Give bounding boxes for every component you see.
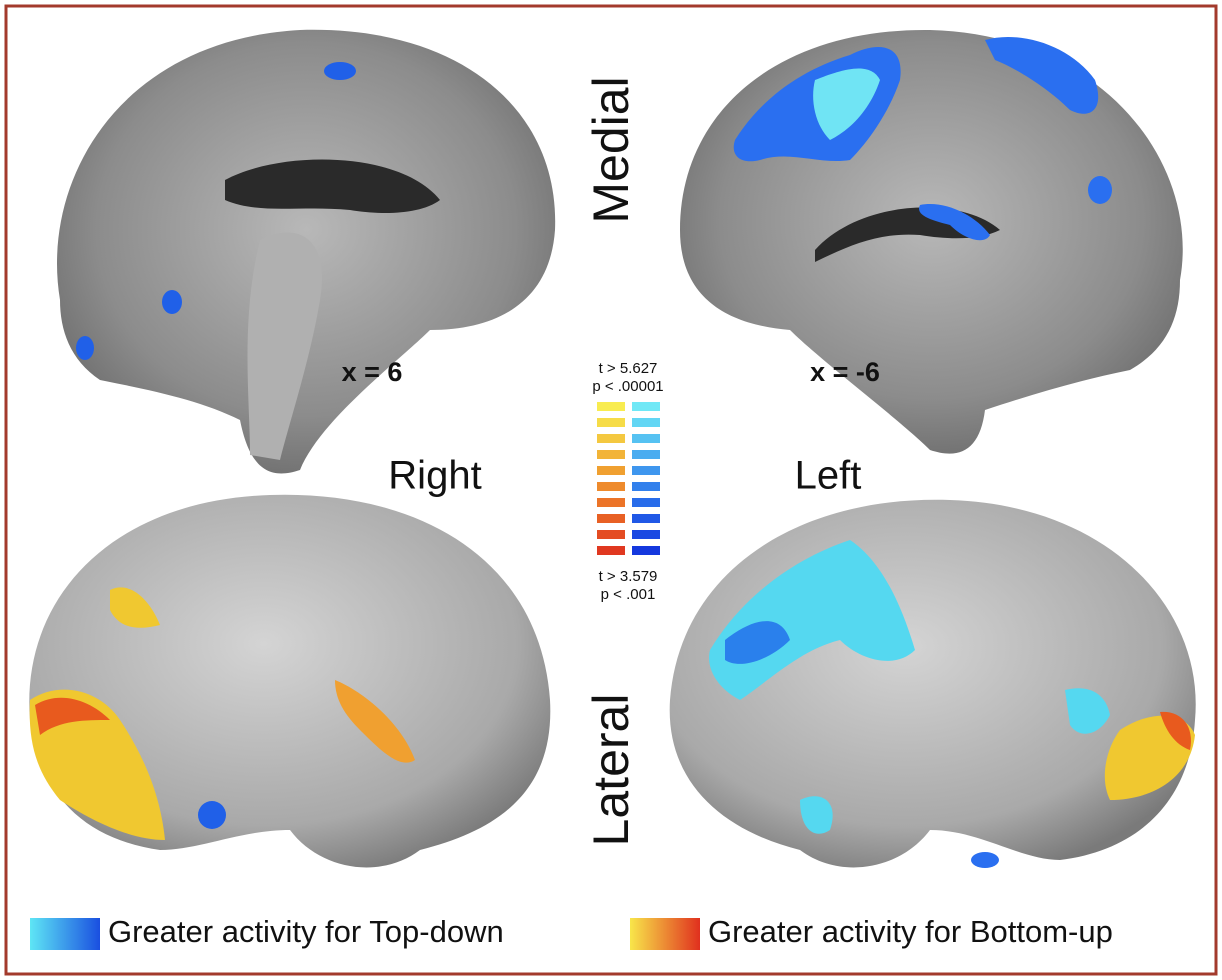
lateral-right-brain (29, 494, 551, 868)
legend-swatch (30, 918, 100, 950)
medial-label: Medial (583, 76, 639, 223)
right-label: Right (388, 454, 481, 498)
medial-right-brain (57, 29, 556, 474)
colorbar-max-p: p < .00001 (592, 378, 663, 395)
legend-label: Greater activity for Top-down (108, 914, 504, 949)
colorbar (597, 402, 660, 555)
medial-left-brain (680, 29, 1183, 454)
lateral-left-brain (669, 499, 1196, 868)
legend-swatch (630, 918, 700, 950)
left-label: Left (795, 454, 862, 498)
slice-label: x = -6 (810, 357, 880, 387)
colorbar-max-t: t > 5.627 (599, 360, 658, 377)
lateral-label: Lateral (583, 694, 639, 847)
slice-label: x = 6 (342, 357, 403, 387)
colorbar-min-p: p < .001 (601, 586, 656, 603)
colorbar-min-t: t > 3.579 (599, 568, 658, 585)
legend-label: Greater activity for Bottom-up (708, 914, 1113, 949)
